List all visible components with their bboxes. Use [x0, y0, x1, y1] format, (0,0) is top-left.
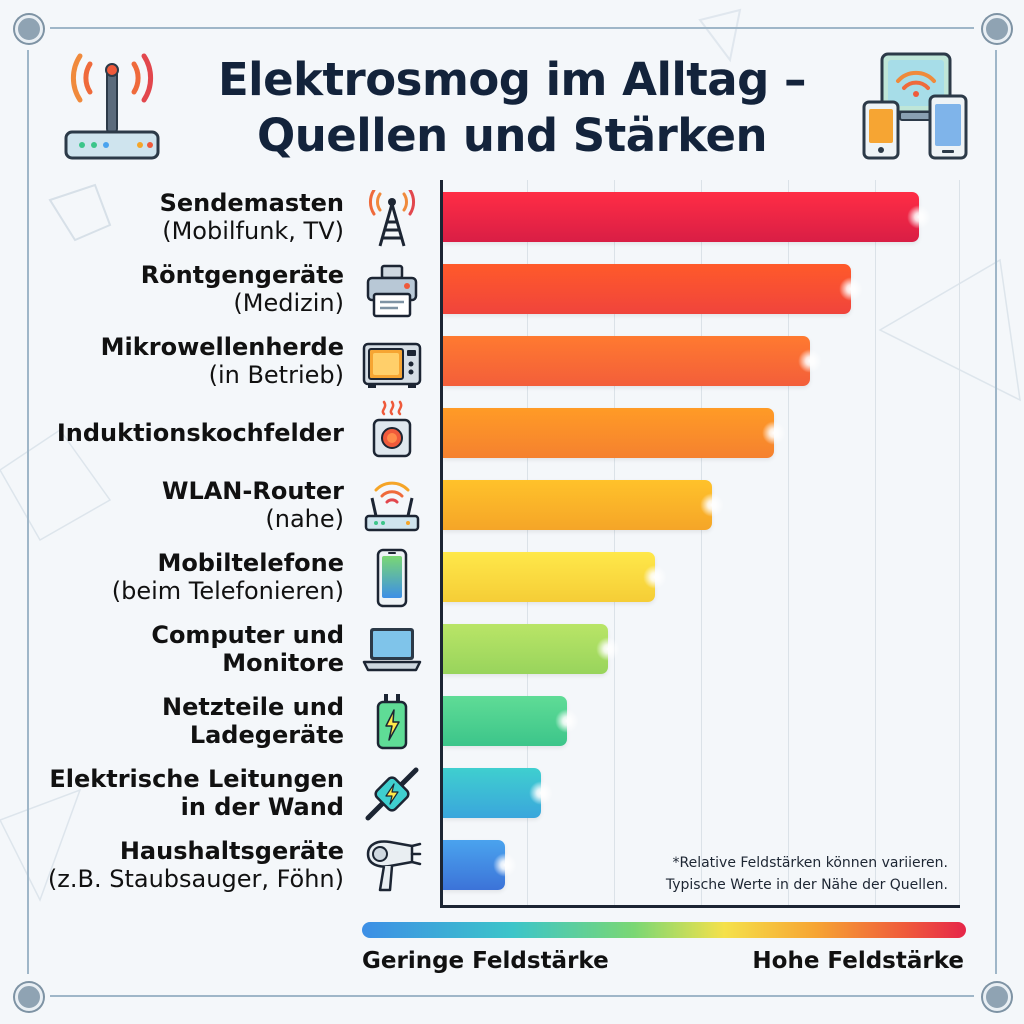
frame-right-line [995, 50, 997, 974]
footnote: *Relative Feldstärken können variieren. … [666, 852, 948, 896]
bar-highlight [529, 781, 554, 805]
electric-wire-icon [365, 767, 419, 821]
microwave-icon [362, 342, 422, 388]
category-label-line-2: (in Betrieb) [208, 361, 344, 389]
bar-highlight [555, 709, 580, 733]
category-label-line-1: Computer und [151, 621, 344, 649]
category-label-line-2: Ladegeräte [189, 721, 344, 749]
category-label: WLAN-Router (nahe) [4, 477, 344, 533]
bar [443, 264, 864, 314]
bar [443, 552, 667, 602]
title-line-1: Elektrosmog im Alltag – [217, 53, 807, 106]
grid-line [875, 180, 876, 908]
bar [443, 408, 786, 458]
category-label-line-1: Mobiltelefone [157, 549, 344, 577]
category-label-line-1: Haushaltsgeräte [119, 837, 344, 865]
corner-dot-bottom-right [983, 983, 1011, 1011]
router-icon [64, 53, 160, 160]
category-label-line-2: in der Wand [180, 793, 344, 821]
bar [443, 480, 724, 530]
bar-highlight [798, 349, 823, 373]
tower-icon [369, 190, 415, 247]
title-line-2: Quellen und Stärken [256, 109, 768, 162]
bar [443, 696, 580, 746]
category-label-line-2: (Mobilfunk, TV) [162, 217, 344, 245]
category-label: Induktionskochfelder [4, 419, 344, 447]
footnote-line-1: *Relative Feldstärken können variieren. [672, 855, 948, 871]
category-label-line-2: (nahe) [265, 505, 344, 533]
bar [443, 336, 823, 386]
category-label: Elektrische Leitungen in der Wand [4, 765, 344, 821]
hair-dryer-icon [366, 840, 422, 892]
category-label-line-1: Induktionskochfelder [56, 419, 344, 447]
grid-line [701, 180, 702, 908]
induction-cooktop-icon [372, 400, 412, 458]
bar-highlight [596, 637, 621, 661]
xray-device-icon [366, 264, 418, 318]
category-label: Haushaltsgeräte (z.B. Staubsauger, Föhn) [4, 837, 344, 893]
frame-top-line [50, 27, 974, 29]
bar [443, 840, 518, 890]
charger-icon [376, 694, 408, 750]
grid-line [527, 180, 528, 908]
category-label-line-1: Sendemasten [159, 189, 344, 217]
category-label: Mobiltelefone (beim Telefonieren) [4, 549, 344, 605]
bar [443, 624, 621, 674]
category-label-line-1: Mikrowellenherde [100, 333, 344, 361]
frame-bottom-line [50, 995, 974, 997]
footnote-line-2: Typische Werte in der Nähe der Quellen. [665, 877, 948, 893]
category-label-line-1: Elektrische Leitungen [49, 765, 344, 793]
category-label-line-2: (z.B. Staubsauger, Föhn) [47, 865, 344, 893]
bar-highlight [493, 853, 518, 877]
devices-icon [862, 52, 968, 160]
scale-high-label: Hohe Feldstärke [752, 948, 964, 974]
corner-dot-top-right [983, 15, 1011, 43]
category-label: Netzteile und Ladegeräte [4, 693, 344, 749]
category-label: Mikrowellenherde (in Betrieb) [4, 333, 344, 389]
grid-line [614, 180, 615, 908]
scale-low-label: Geringe Feldstärke [362, 948, 609, 974]
y-axis-line [440, 180, 443, 908]
grid-line [788, 180, 789, 908]
category-label-line-1: WLAN-Router [161, 477, 344, 505]
category-label: Sendemasten (Mobilfunk, TV) [4, 189, 344, 245]
bar-highlight [906, 205, 931, 229]
category-label-line-2: (Medizin) [233, 289, 344, 317]
bar [443, 192, 931, 242]
category-label-line-2: (beim Telefonieren) [111, 577, 344, 605]
category-label: Computer und Monitore [4, 621, 344, 677]
laptop-icon [362, 628, 422, 672]
plot-area [440, 180, 960, 908]
frame-left-line [27, 50, 29, 974]
bar-highlight [761, 421, 786, 445]
category-label-line-1: Röntgengeräte [140, 261, 344, 289]
corner-dot-top-left [15, 15, 43, 43]
x-axis-line [440, 905, 960, 908]
bar-highlight [839, 277, 864, 301]
smartphone-icon [376, 548, 408, 608]
category-label-line-1: Netzteile und [162, 693, 344, 721]
bar-highlight [699, 493, 724, 517]
grid-line [959, 180, 960, 908]
color-scale-bar [362, 922, 966, 938]
wifi-router-icon [364, 481, 420, 532]
bar-highlight [642, 565, 667, 589]
bar [443, 768, 554, 818]
corner-dot-bottom-left [15, 983, 43, 1011]
category-label: Röntgengeräte (Medizin) [4, 261, 344, 317]
chart-title: Elektrosmog im Alltag – Quellen und Stär… [170, 52, 854, 164]
category-label-line-2: Monitore [222, 649, 344, 677]
